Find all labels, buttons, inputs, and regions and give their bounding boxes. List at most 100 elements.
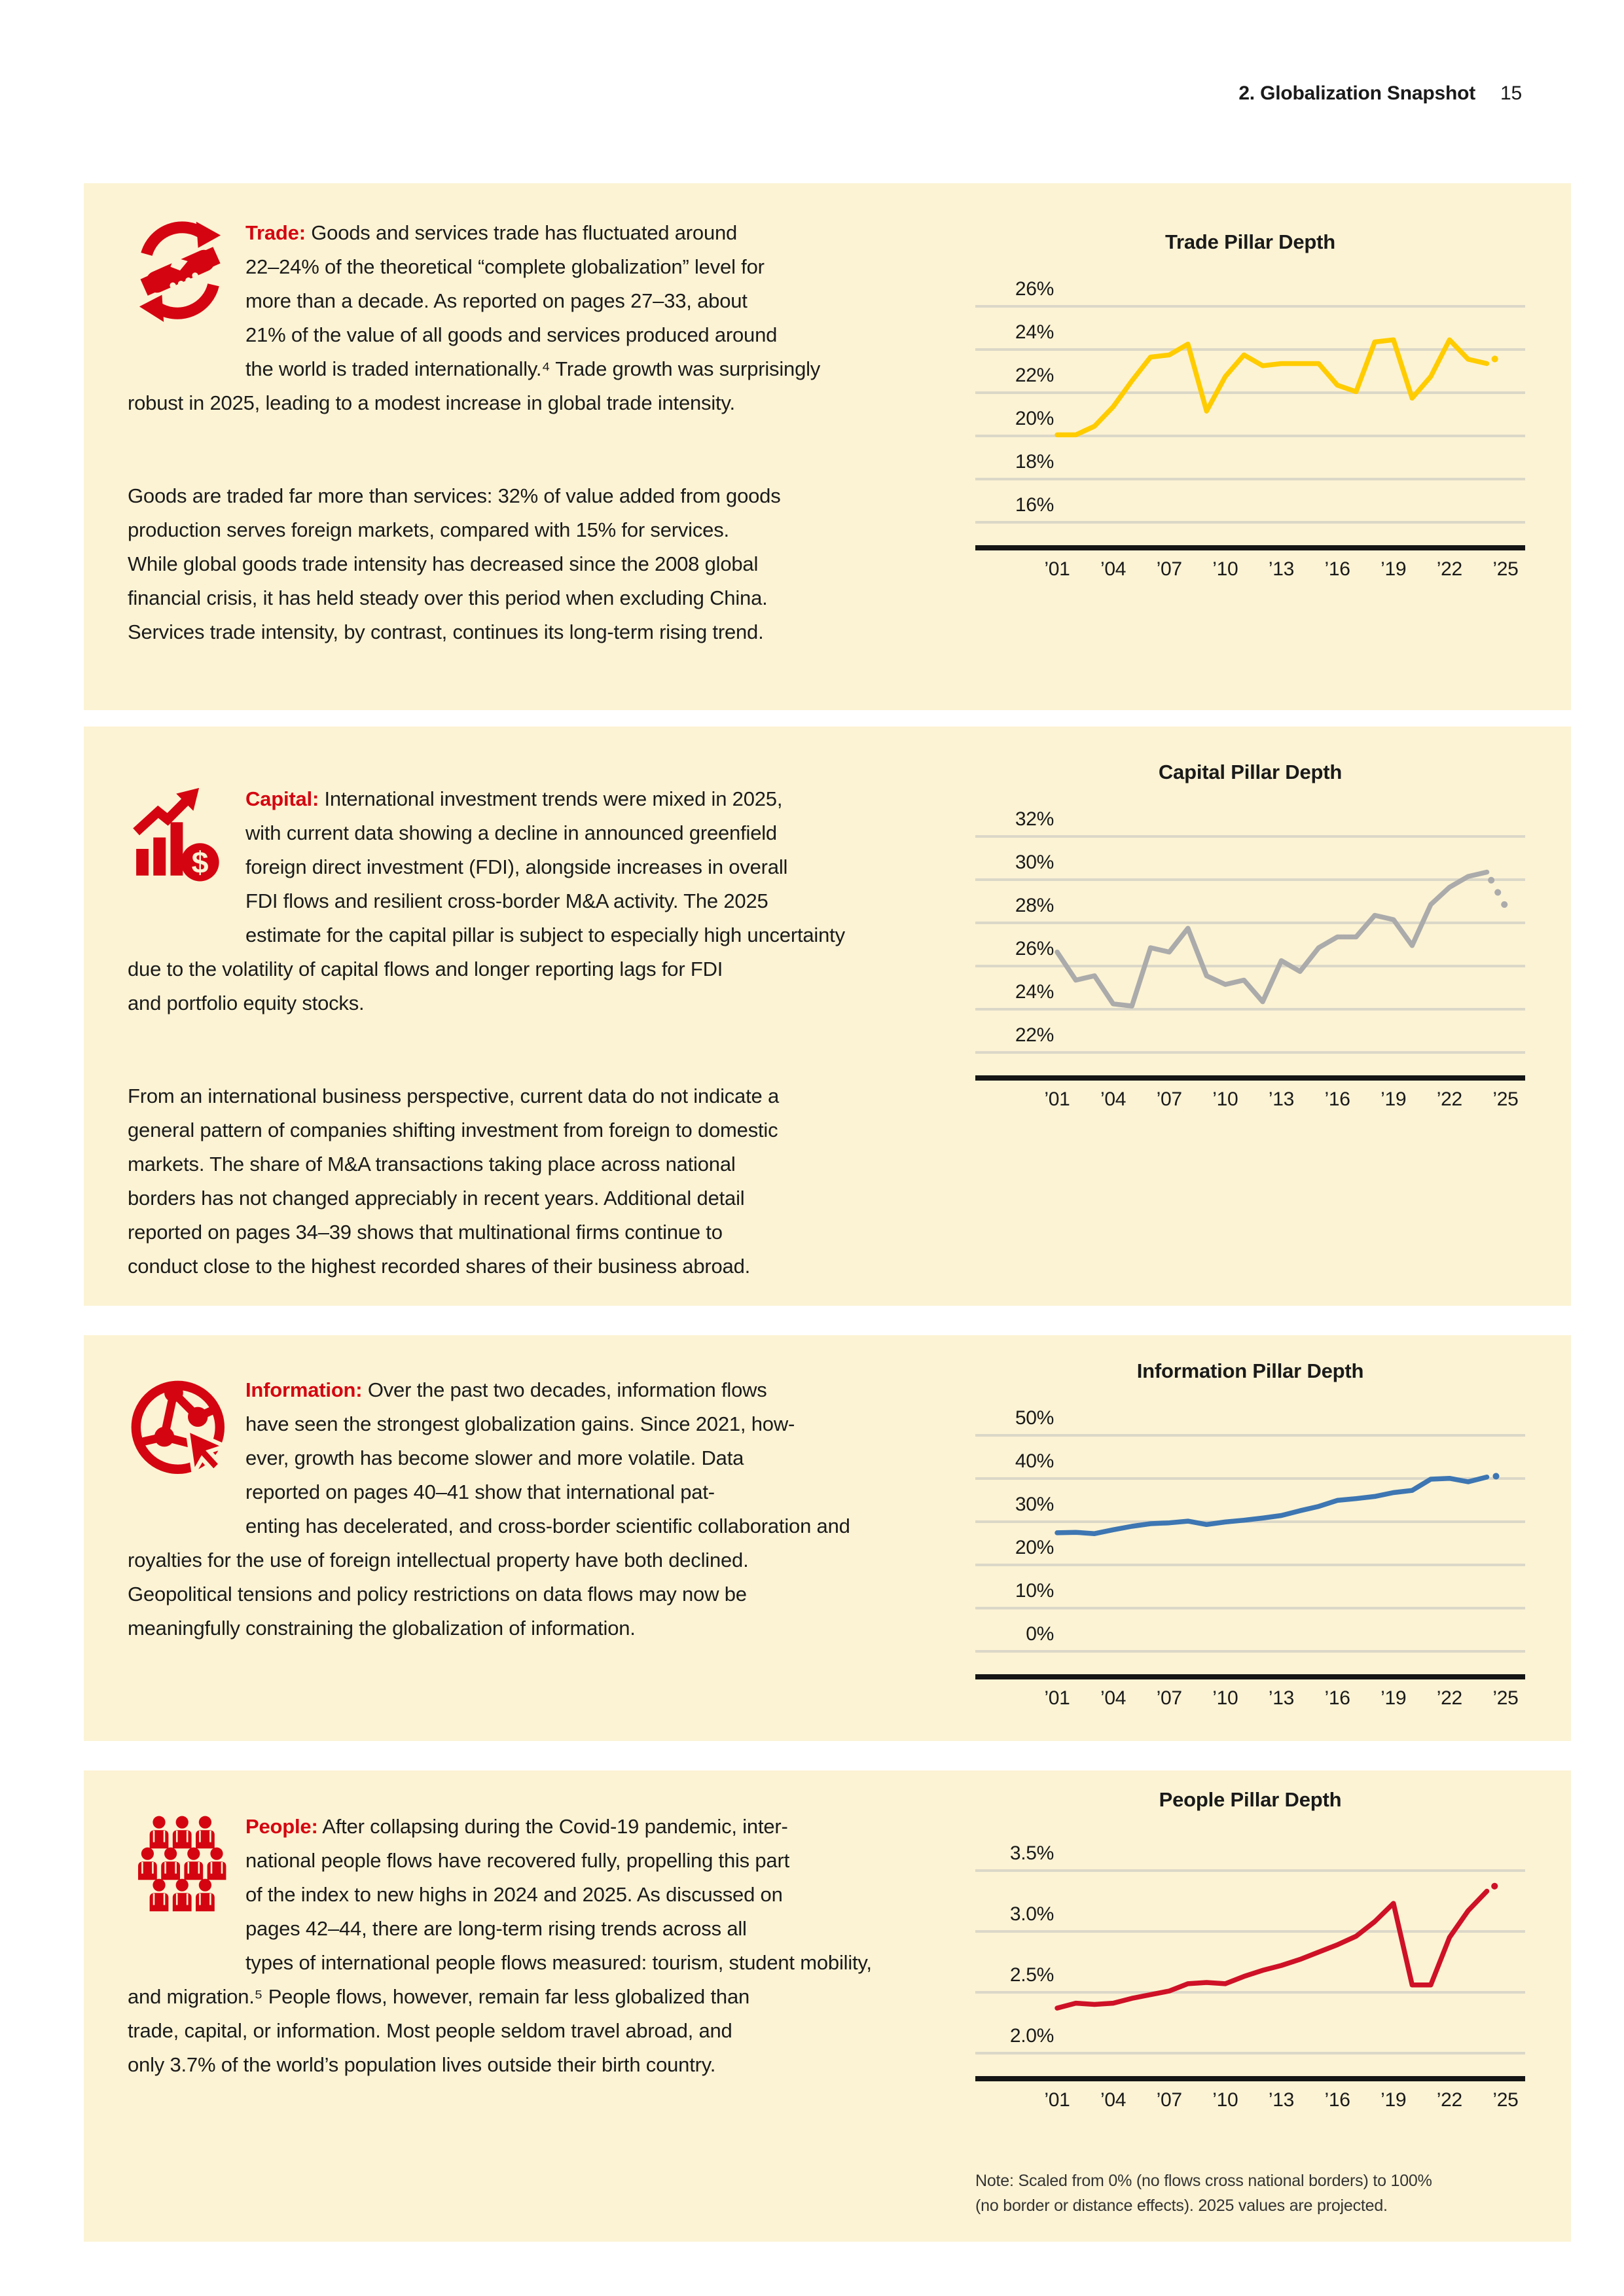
information-paragraph-1: Information: Over the past two decades, … (128, 1373, 985, 1645)
svg-text:’19: ’19 (1380, 1088, 1406, 1110)
capital-paragraph-2: From an international business perspecti… (128, 1085, 780, 1278)
page-number: 15 (1500, 82, 1522, 104)
svg-text:18%: 18% (1015, 451, 1054, 473)
capital-section: $ Capital: International investment tren… (84, 726, 1571, 1306)
svg-text:0%: 0% (1026, 1623, 1054, 1645)
people-pillar-chart: 3.5% 3.0% 2.5% 2.0% ’01 ’04 ’07 ’10 ’13 ’16 ’19 ’22… (975, 1780, 1528, 2115)
information-chart-column: 50% 40% 30% 20% 10% 0% ’01 ’04 ’07 ’10 ’13 ’16 ’19 ’2… (975, 1352, 1528, 1713)
svg-text:20%: 20% (1015, 1537, 1054, 1558)
svg-text:16%: 16% (1015, 494, 1054, 516)
svg-text:’22: ’22 (1437, 2089, 1462, 2111)
capital-paragraph-1-text: International investment trends were mix… (128, 787, 845, 1014)
svg-text:’01: ’01 (1044, 1687, 1070, 1709)
header-title: 2. Globalization Snapshot (1238, 82, 1476, 104)
people-section: People: After collapsing during the Covi… (84, 1770, 1571, 2242)
svg-text:’01: ’01 (1044, 1088, 1070, 1110)
svg-text:’25: ’25 (1492, 1687, 1518, 1709)
svg-text:26%: 26% (1015, 938, 1054, 960)
svg-text:40%: 40% (1015, 1450, 1054, 1472)
svg-text:22%: 22% (1015, 365, 1054, 386)
svg-text:’07: ’07 (1157, 558, 1182, 580)
information-section: Information: Over the past two decades, … (84, 1335, 1571, 1741)
svg-text:22%: 22% (1015, 1024, 1054, 1046)
svg-text:’25: ’25 (1492, 2089, 1518, 2111)
capital-text-column: $ Capital: International investment tren… (128, 782, 985, 1283)
svg-text:’22: ’22 (1437, 558, 1462, 580)
svg-text:’16: ’16 (1325, 558, 1350, 580)
svg-text:30%: 30% (1015, 852, 1054, 873)
trade-label: Trade: (245, 221, 306, 244)
svg-text:2.0%: 2.0% (1010, 2025, 1054, 2047)
trade-paragraph-1-text: Goods and services trade has fluctuated … (128, 221, 821, 414)
svg-text:2.5%: 2.5% (1010, 1964, 1054, 1986)
svg-text:’07: ’07 (1157, 1687, 1182, 1709)
people-chart-column: 3.5% 3.0% 2.5% 2.0% ’01 ’04 ’07 ’10 ’13 ’16 ’19 ’22… (975, 1780, 1528, 2115)
svg-text:’01: ’01 (1044, 2089, 1070, 2111)
trade-paragraph-1: Trade: Goods and services trade has fluc… (128, 216, 985, 420)
svg-text:’10: ’10 (1212, 2089, 1238, 2111)
svg-text:’13: ’13 (1269, 558, 1294, 580)
svg-text:30%: 30% (1015, 1494, 1054, 1515)
svg-text:’13: ’13 (1269, 1088, 1294, 1110)
svg-text:’13: ’13 (1269, 2089, 1294, 2111)
svg-text:Information Pillar Depth: Information Pillar Depth (1137, 1359, 1364, 1382)
svg-text:’22: ’22 (1437, 1687, 1462, 1709)
svg-text:’16: ’16 (1325, 2089, 1350, 2111)
svg-text:32%: 32% (1015, 808, 1054, 830)
svg-text:’19: ’19 (1380, 2089, 1406, 2111)
people-group-icon (128, 1814, 232, 1921)
trade-paragraph-2: Goods are traded far more than services:… (128, 484, 781, 643)
trade-pillar-chart: 26% 24% 22% 20% 18% 16% ’01 ’04 ’07 ’10 ’13 ’16 ’19 ’… (975, 223, 1528, 584)
information-label: Information: (245, 1378, 363, 1401)
handshake-circular-arrows-icon (128, 220, 232, 325)
svg-text:50%: 50% (1015, 1407, 1054, 1429)
svg-text:’04: ’04 (1100, 1687, 1126, 1709)
people-paragraph-1: People: After collapsing during the Covi… (128, 1810, 985, 2082)
svg-text:’10: ’10 (1212, 1088, 1238, 1110)
svg-text:’19: ’19 (1380, 558, 1406, 580)
svg-text:Trade Pillar Depth: Trade Pillar Depth (1165, 230, 1335, 253)
svg-text:’25: ’25 (1492, 1088, 1518, 1110)
capital-chart-column: 32% 30% 28% 26% 24% 22% ’01 ’04 ’07 ’10 ’13 ’16 ’19 ’… (975, 753, 1528, 1115)
page-header: 2. Globalization Snapshot 15 (1238, 82, 1522, 105)
svg-text:10%: 10% (1015, 1580, 1054, 1602)
trade-chart-column: 26% 24% 22% 20% 18% 16% ’01 ’04 ’07 ’10 ’13 ’16 ’19 ’… (975, 223, 1528, 584)
svg-text:’16: ’16 (1325, 1088, 1350, 1110)
svg-text:People Pillar Depth: People Pillar Depth (1159, 1788, 1342, 1811)
svg-text:’10: ’10 (1212, 1687, 1238, 1709)
svg-text:Capital Pillar Depth: Capital Pillar Depth (1159, 761, 1342, 783)
svg-text:’04: ’04 (1100, 558, 1126, 580)
bar-chart-growth-dollar-icon: $ (128, 786, 232, 891)
svg-text:20%: 20% (1015, 408, 1054, 429)
svg-text:’22: ’22 (1437, 1088, 1462, 1110)
globe-network-cursor-icon (128, 1377, 232, 1482)
svg-text:’25: ’25 (1492, 558, 1518, 580)
svg-text:’19: ’19 (1380, 1687, 1406, 1709)
trade-text-column: Trade: Goods and services trade has fluc… (128, 216, 985, 649)
svg-text:3.5%: 3.5% (1010, 1842, 1054, 1864)
svg-text:26%: 26% (1015, 278, 1054, 300)
people-label: People: (245, 1815, 318, 1838)
information-paragraph-1-text: Over the past two decades, information f… (128, 1378, 850, 1640)
svg-text:’04: ’04 (1100, 1088, 1126, 1110)
svg-text:’16: ’16 (1325, 1687, 1350, 1709)
capital-pillar-chart: 32% 30% 28% 26% 24% 22% ’01 ’04 ’07 ’10 ’13 ’16 ’19 ’… (975, 753, 1528, 1115)
svg-text:’01: ’01 (1044, 558, 1070, 580)
people-text-column: People: After collapsing during the Covi… (128, 1810, 985, 2082)
capital-label: Capital: (245, 787, 319, 810)
people-paragraph-1-text: After collapsing during the Covid-19 pan… (128, 1815, 872, 2076)
information-text-column: Information: Over the past two decades, … (128, 1373, 985, 1645)
information-pillar-chart: 50% 40% 30% 20% 10% 0% ’01 ’04 ’07 ’10 ’13 ’16 ’19 ’2… (975, 1352, 1528, 1713)
svg-text:’07: ’07 (1157, 2089, 1182, 2111)
svg-text:’13: ’13 (1269, 1687, 1294, 1709)
svg-text:’10: ’10 (1212, 558, 1238, 580)
svg-text:3.0%: 3.0% (1010, 1903, 1054, 1925)
svg-text:’07: ’07 (1157, 1088, 1182, 1110)
svg-text:28%: 28% (1015, 895, 1054, 916)
svg-text:24%: 24% (1015, 981, 1054, 1003)
svg-text:’04: ’04 (1100, 2089, 1126, 2111)
chart-note: Note: Scaled from 0% (no flows cross nat… (975, 2172, 1432, 2215)
svg-text:24%: 24% (1015, 321, 1054, 343)
trade-section: Trade: Goods and services trade has fluc… (84, 183, 1571, 710)
svg-text:$: $ (192, 845, 209, 879)
